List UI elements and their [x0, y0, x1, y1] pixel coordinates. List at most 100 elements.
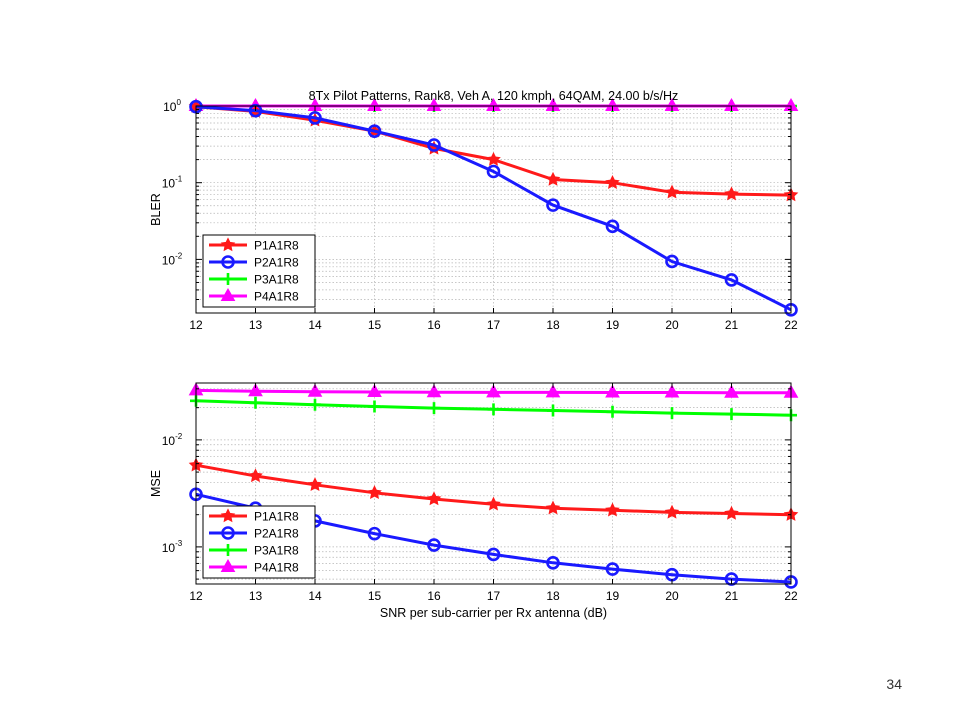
data-point-P2A1R8: [546, 556, 560, 570]
data-point-P4A1R8: [724, 384, 739, 398]
data-point-P1A1R8: [367, 485, 382, 500]
legend-label-P2A1R8: P2A1R8: [254, 256, 299, 270]
data-point-P1A1R8: [724, 505, 739, 520]
data-point-P3A1R8: [487, 403, 500, 416]
data-point-P4A1R8: [486, 384, 501, 398]
x-tick-label: 21: [725, 589, 739, 603]
data-point-P2A1R8: [367, 526, 382, 541]
legend-label-P4A1R8: P4A1R8: [254, 561, 299, 575]
legend-marker-P2A1R8: [221, 255, 235, 269]
y-tick-label: 10-2: [162, 432, 183, 448]
page-number: 34: [886, 676, 902, 692]
x-tick-label: 18: [546, 318, 560, 332]
data-point-P4A1R8: [545, 384, 561, 398]
data-point-P2A1R8: [724, 572, 739, 586]
data-point-P2A1R8: [605, 562, 620, 576]
legend-label-P3A1R8: P3A1R8: [254, 544, 299, 558]
data-point-P2A1R8: [427, 538, 441, 552]
data-point-P1A1R8: [724, 186, 739, 201]
data-point-P4A1R8: [664, 384, 680, 398]
y-axis-label: MSE: [149, 470, 163, 497]
data-point-P2A1R8: [308, 111, 322, 125]
legend-label-P1A1R8: P1A1R8: [254, 239, 299, 253]
x-tick-label: 17: [487, 589, 501, 603]
legend: P1A1R8 P2A1R8 P3A1R8 P4A1R8: [202, 505, 316, 579]
series-P1A1R8: [188, 99, 799, 202]
data-point-P1A1R8: [486, 496, 501, 511]
legend-marker-P3A1R8: [222, 544, 234, 556]
legend-marker-P1A1R8: [220, 237, 236, 252]
x-tick-label: 21: [725, 318, 739, 332]
x-axis-label: SNR per sub-carrier per Rx antenna (dB): [380, 606, 607, 620]
x-tick-label: 12: [189, 589, 203, 603]
legend-label-P4A1R8: P4A1R8: [254, 290, 299, 304]
series-line-P2A1R8: [195, 105, 792, 312]
y-axis-label: BLER: [149, 193, 163, 226]
y-tick-label: 100: [163, 98, 181, 114]
x-tick-label: 22: [784, 318, 798, 332]
data-point-P3A1R8: [547, 404, 559, 417]
data-point-P1A1R8: [545, 171, 561, 186]
data-point-P1A1R8: [307, 477, 323, 492]
series-P2A1R8: [189, 99, 798, 317]
data-point-P1A1R8: [545, 500, 561, 515]
y-tick-label: 10-3: [162, 539, 183, 555]
x-tick-label: 18: [546, 589, 560, 603]
legend-marker-P4A1R8: [220, 287, 236, 301]
series-P4A1R8: [188, 382, 799, 398]
data-point-P2A1R8: [665, 254, 679, 269]
x-tick-label: 16: [427, 589, 441, 603]
x-tick-label: 15: [368, 318, 382, 332]
data-point-P3A1R8: [428, 402, 440, 415]
data-point-P1A1R8: [605, 502, 620, 517]
x-tick-label: 13: [249, 318, 263, 332]
x-tick-label: 14: [308, 318, 322, 332]
legend-marker-P4A1R8: [220, 558, 236, 572]
data-point-P3A1R8: [725, 408, 738, 421]
data-point-P2A1R8: [248, 103, 263, 118]
y-tick-label: 10-1: [162, 175, 183, 191]
data-point-P1A1R8: [605, 175, 620, 189]
data-point-P4A1R8: [248, 383, 263, 397]
data-point-P2A1R8: [546, 198, 560, 212]
data-point-P2A1R8: [486, 547, 501, 562]
x-tick-label: 15: [368, 589, 382, 603]
data-point-P4A1R8: [605, 384, 620, 398]
data-point-P3A1R8: [249, 396, 262, 409]
legend-label-P2A1R8: P2A1R8: [254, 527, 299, 541]
data-point-P1A1R8: [426, 491, 442, 506]
data-point-P1A1R8: [486, 151, 501, 166]
x-tick-label: 19: [606, 589, 620, 603]
data-point-P1A1R8: [664, 504, 680, 519]
x-tick-label: 13: [249, 589, 263, 603]
data-point-P2A1R8: [427, 138, 441, 152]
x-tick-label: 16: [427, 318, 441, 332]
legend-marker-P3A1R8: [222, 273, 234, 285]
y-tick-label: 10-2: [162, 251, 183, 267]
legend-label-P1A1R8: P1A1R8: [254, 510, 299, 524]
data-point-P2A1R8: [367, 124, 382, 138]
series-P1A1R8: [188, 457, 799, 521]
data-point-P1A1R8: [248, 468, 263, 483]
data-point-P2A1R8: [486, 164, 501, 179]
mse-chart: 12 13 14 15 16 17 18 19 20 21 22 10-2 10-3 SNR per su…: [149, 382, 799, 620]
data-point-P3A1R8: [606, 405, 619, 418]
data-point-P4A1R8: [426, 384, 442, 398]
x-tick-label: 17: [487, 318, 501, 332]
data-point-P2A1R8: [605, 219, 620, 234]
legend-label-P3A1R8: P3A1R8: [254, 273, 299, 287]
legend: P1A1R8 P2A1R8 P3A1R8 P4A1R8: [202, 234, 316, 308]
data-point-P1A1R8: [664, 184, 680, 199]
data-point-P3A1R8: [666, 407, 678, 420]
x-tick-label: 20: [665, 589, 679, 603]
x-tick-label: 22: [784, 589, 798, 603]
data-point-P4A1R8: [307, 383, 323, 397]
legend-marker-P1A1R8: [220, 508, 236, 523]
x-tick-label: 14: [308, 589, 322, 603]
x-tick-label: 20: [665, 318, 679, 332]
data-point-P2A1R8: [724, 273, 739, 287]
data-point-P3A1R8: [309, 398, 321, 411]
chart-title: 8Tx Pilot Patterns, Rank8, Veh A, 120 km…: [309, 89, 679, 103]
data-point-P4A1R8: [367, 384, 382, 398]
